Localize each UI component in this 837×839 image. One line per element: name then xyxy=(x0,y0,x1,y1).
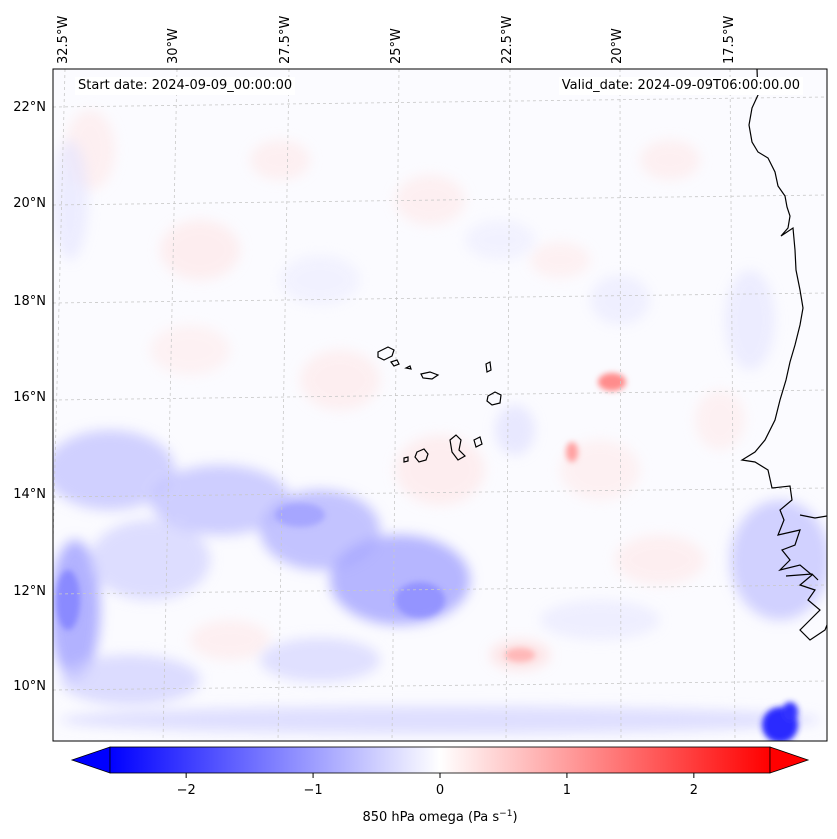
coastline xyxy=(740,69,827,641)
colorbar-tick-label: −2 xyxy=(177,783,196,798)
lon-label: 32.5°W xyxy=(56,16,71,64)
colorbar-tick-label: 1 xyxy=(563,783,571,798)
latitude-labels: 22°N 20°N 18°N 16°N 14°N 12°N 10°N xyxy=(13,100,46,694)
lat-label: 16°N xyxy=(13,390,46,405)
lon-label: 30°W xyxy=(166,28,181,64)
lon-label: 20°W xyxy=(610,28,625,64)
colorbar-tick-label: 2 xyxy=(690,783,698,798)
omega-field xyxy=(53,69,827,741)
lon-label: 25°W xyxy=(389,28,404,64)
lat-label: 18°N xyxy=(13,294,46,309)
valid-date-label: Valid_date: 2024-09-09T06:00:00.00 xyxy=(558,77,803,95)
colorbar-label: 850 hPa omega (Pa s−1) xyxy=(362,809,517,825)
longitude-labels: 32.5°W 30°W 27.5°W 25°W 22.5°W 20°W 17.5… xyxy=(56,16,737,64)
cape-verde-islands xyxy=(377,346,502,463)
lat-label: 22°N xyxy=(13,100,46,115)
colorbar-gradient xyxy=(109,746,771,774)
map-frame xyxy=(52,68,828,742)
lon-label: 27.5°W xyxy=(278,16,293,64)
lat-label: 12°N xyxy=(13,584,46,599)
gridlines xyxy=(53,69,827,741)
colorbar-low-extend xyxy=(70,746,111,774)
colorbar-ticks: −2 −1 0 1 2 xyxy=(177,773,698,798)
colorbar-tick-label: 0 xyxy=(436,783,444,798)
lon-label: 17.5°W xyxy=(722,16,737,64)
lat-label: 10°N xyxy=(13,679,46,694)
lon-label: 22.5°W xyxy=(500,16,515,64)
lat-label: 20°N xyxy=(13,196,46,211)
colorbar: −2 −1 0 1 2 850 hPa omega (Pa s−1) xyxy=(70,746,810,825)
lat-label: 14°N xyxy=(13,487,46,502)
colorbar-high-extend xyxy=(769,746,810,774)
start-date-label: Start date: 2024-09-09_00:00:00 xyxy=(75,77,296,95)
colorbar-tick-label: −1 xyxy=(303,783,322,798)
